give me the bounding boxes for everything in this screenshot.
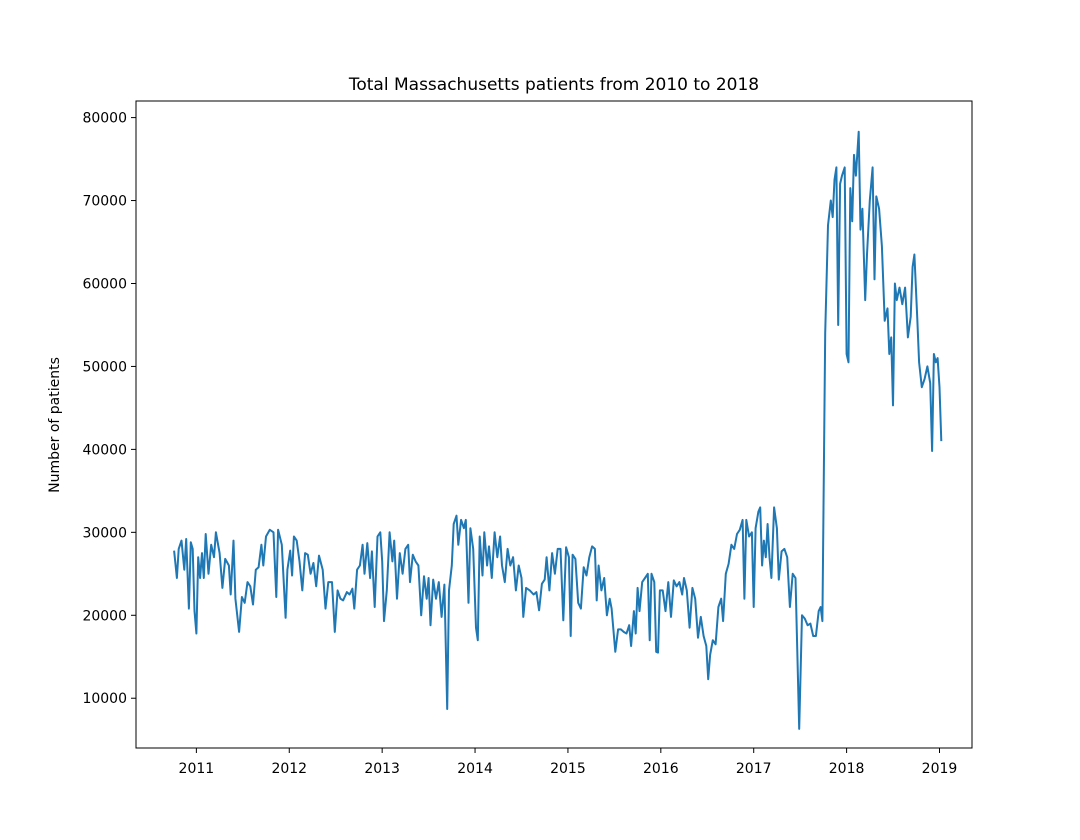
y-tick-label: 40000 <box>82 442 127 458</box>
x-tick-label: 2013 <box>364 761 400 777</box>
x-tick-label: 2018 <box>829 761 865 777</box>
y-tick-label: 70000 <box>82 194 127 210</box>
y-tick-label: 20000 <box>82 608 127 624</box>
x-tick-label: 2016 <box>643 761 679 777</box>
x-tick-label: 2017 <box>736 761 772 777</box>
x-tick-label: 2011 <box>179 761 215 777</box>
y-tick-label: 50000 <box>82 359 127 375</box>
y-tick-label: 60000 <box>82 276 127 292</box>
x-tick-label: 2012 <box>271 761 307 777</box>
y-tick-label: 30000 <box>82 525 127 541</box>
y-axis-title: Number of patients <box>47 357 63 493</box>
y-tick-label: 80000 <box>82 111 127 127</box>
x-tick-label: 2014 <box>457 761 493 777</box>
x-tick-label: 2019 <box>922 761 958 777</box>
x-tick-label: 2015 <box>550 761 586 777</box>
y-tick-label: 10000 <box>82 691 127 707</box>
chart-title: Total Massachusetts patients from 2010 t… <box>348 75 759 95</box>
